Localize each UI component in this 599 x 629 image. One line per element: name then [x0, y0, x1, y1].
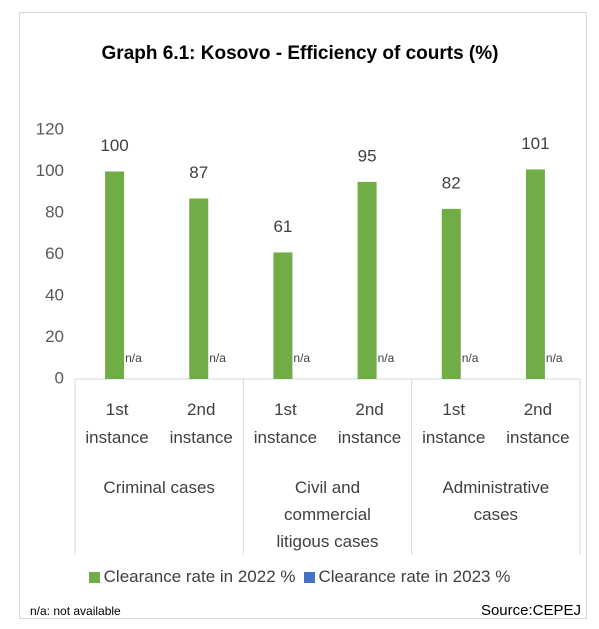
chart-title: Graph 6.1: Kosovo - Efficiency of courts… [101, 43, 499, 64]
x-tick-label: 1st instance [253, 400, 318, 447]
value-label: n/a [546, 351, 563, 365]
group-label: Administrative cases [442, 478, 550, 524]
bar [189, 198, 209, 379]
y-tick-label: 20 [45, 327, 64, 346]
source: Source:CEPEJ [480, 602, 581, 619]
value-label: 95 [358, 146, 377, 165]
bar [105, 171, 125, 379]
y-tick-label: 120 [36, 119, 64, 138]
value-label: n/a [209, 351, 226, 365]
legend: Clearance rate in 2022 % Clearance rate i… [0, 567, 599, 587]
y-tick-label: 100 [36, 161, 64, 180]
legend-item: Clearance rate in 2023 % [303, 567, 511, 587]
value-label: 87 [189, 163, 208, 182]
x-tick-label: 2nd instance [506, 400, 570, 447]
value-label: n/a [462, 351, 479, 365]
legend-swatch [88, 571, 100, 583]
value-label: 61 [273, 217, 292, 236]
bar [441, 208, 461, 379]
footnote: n/a: not available [30, 604, 121, 618]
legend-label: Clearance rate in 2022 % [103, 567, 296, 586]
y-tick-label: 40 [45, 285, 64, 304]
legend-item: Clearance rate in 2022 % [88, 567, 296, 587]
group-label: Civil and commercial litigous cases [276, 478, 379, 551]
legend-swatch [303, 571, 315, 583]
y-tick-label: 80 [45, 202, 64, 221]
legend-label: Clearance rate in 2023 % [318, 567, 511, 586]
x-tick-label: 2nd instance [169, 400, 233, 447]
value-label: n/a [378, 351, 395, 365]
value-label: n/a [125, 351, 142, 365]
y-tick-label: 60 [45, 244, 64, 263]
value-label: 100 [100, 136, 128, 155]
x-tick-label: 2nd instance [337, 400, 402, 447]
bar [273, 252, 293, 379]
bar [525, 169, 545, 379]
y-tick-label: 0 [55, 368, 64, 387]
x-tick-label: 1st instance [422, 400, 486, 447]
bar [357, 181, 377, 379]
chart-frame [19, 12, 587, 619]
value-label: 101 [521, 134, 549, 153]
value-label: n/a [293, 351, 310, 365]
value-label: 82 [442, 173, 461, 192]
x-tick-label: 1st instance [85, 400, 149, 447]
group-label: Criminal cases [103, 478, 215, 497]
